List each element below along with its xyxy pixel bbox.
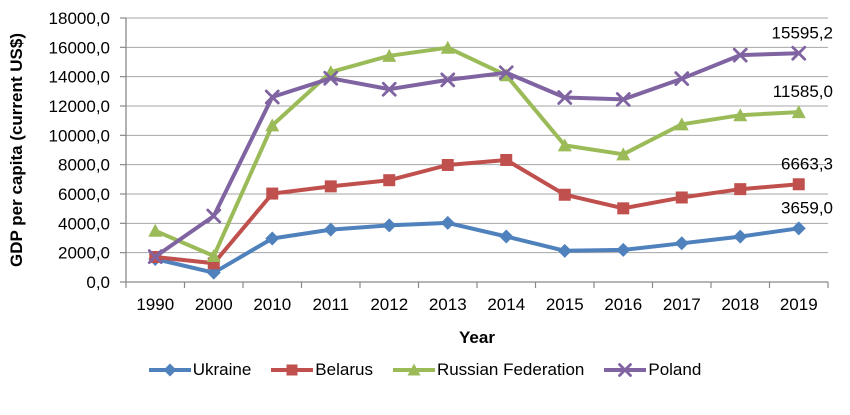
marker-poland xyxy=(615,92,631,107)
y-tick-label: 12000,0 xyxy=(49,97,110,116)
series-line-ukraine xyxy=(153,220,801,275)
triangle-legend-marker-icon xyxy=(392,363,435,376)
marker-poland xyxy=(264,89,280,105)
marker-belarus xyxy=(441,158,454,171)
marker-ukraine xyxy=(791,221,806,236)
legend-marker-belarus xyxy=(286,364,298,376)
legend-marker-poland xyxy=(618,363,633,377)
marker-russian-federation xyxy=(148,223,163,237)
legend-label: Ukraine xyxy=(192,360,252,379)
y-tick-label: 16000,0 xyxy=(49,38,110,57)
x-tick-label: 1990 xyxy=(136,295,174,314)
series-line-russian-federation xyxy=(153,45,801,258)
marker-ukraine xyxy=(616,242,631,257)
x-legend-marker-icon xyxy=(604,363,647,377)
x-tick-label: 2011 xyxy=(312,295,349,314)
data-label-ukraine: 3659,0 xyxy=(781,198,833,217)
y-axis-title: GDP per capita (current US$) xyxy=(7,33,26,267)
marker-belarus xyxy=(500,153,513,166)
legend-item-belarus: Belarus xyxy=(271,360,373,380)
marker-poland xyxy=(323,70,339,86)
diamond-legend-marker-icon xyxy=(148,363,191,377)
marker-poland xyxy=(206,208,222,224)
legend-item-poland: Poland xyxy=(604,360,701,380)
marker-belarus xyxy=(617,202,630,215)
square-legend-marker-icon xyxy=(271,364,314,376)
marker-belarus xyxy=(792,178,805,191)
marker-ukraine xyxy=(440,215,455,230)
marker-poland xyxy=(732,47,748,63)
legend-item-russian-federation: Russian Federation xyxy=(392,360,585,380)
marker-poland xyxy=(674,71,690,87)
marker-poland xyxy=(147,249,163,265)
y-tick-label: 18000,0 xyxy=(49,9,110,28)
x-tick-label: 2013 xyxy=(429,295,467,314)
marker-belarus xyxy=(558,188,571,201)
marker-belarus xyxy=(324,180,337,193)
marker-poland xyxy=(557,90,573,105)
data-label-belarus: 6663,3 xyxy=(781,154,833,173)
chart-legend: Ukraine Belarus Russian Federation Poland xyxy=(0,360,850,380)
marker-belarus xyxy=(383,174,396,187)
x-tick-label: 2015 xyxy=(546,295,584,314)
legend-marker-russian-federation xyxy=(407,363,421,376)
marker-poland xyxy=(381,81,397,97)
legend-label: Russian Federation xyxy=(436,360,585,379)
marker-russian-federation xyxy=(791,105,806,119)
y-tick-label: 14000,0 xyxy=(49,68,110,87)
legend-marker-ukraine xyxy=(163,363,177,377)
marker-ukraine xyxy=(323,222,338,237)
marker-belarus xyxy=(734,183,747,196)
marker-russian-federation xyxy=(206,249,221,263)
x-tick-label: 2017 xyxy=(663,295,701,314)
x-axis-title: Year xyxy=(459,328,495,347)
marker-russian-federation xyxy=(674,117,689,131)
data-label-russian-federation: 11585,0 xyxy=(773,82,833,101)
marker-poland xyxy=(440,72,456,88)
x-tick-label: 2010 xyxy=(253,295,291,314)
marker-belarus xyxy=(675,191,688,204)
y-tick-label: 0,0 xyxy=(86,273,110,292)
marker-belarus xyxy=(266,187,279,200)
marker-ukraine xyxy=(557,243,572,258)
marker-poland xyxy=(791,45,807,61)
data-label-poland: 15595,2 xyxy=(772,23,833,42)
marker-russian-federation xyxy=(382,48,397,62)
marker-ukraine xyxy=(265,231,280,246)
x-tick-label: 2016 xyxy=(604,295,642,314)
marker-russian-federation xyxy=(733,108,748,122)
marker-russian-federation xyxy=(616,147,631,161)
marker-russian-federation xyxy=(440,40,455,54)
x-tick-label: 2012 xyxy=(370,295,408,314)
marker-ukraine xyxy=(382,218,397,233)
x-tick-label: 2000 xyxy=(195,295,233,314)
y-tick-label: 2000,0 xyxy=(58,244,110,263)
series-line-belarus xyxy=(153,158,801,266)
marker-ukraine xyxy=(733,229,748,244)
marker-ukraine xyxy=(674,236,689,251)
y-tick-label: 6000,0 xyxy=(58,185,110,204)
marker-poland xyxy=(498,65,514,81)
legend-label: Poland xyxy=(648,360,702,379)
y-tick-label: 4000,0 xyxy=(58,214,110,233)
series-line-poland xyxy=(153,51,801,259)
x-tick-label: 2018 xyxy=(721,295,759,314)
marker-russian-federation xyxy=(265,118,280,132)
y-tick-label: 10000,0 xyxy=(49,126,110,145)
y-tick-label: 8000,0 xyxy=(58,156,110,175)
legend-item-ukraine: Ukraine xyxy=(148,360,252,380)
marker-ukraine xyxy=(499,229,514,244)
x-tick-label: 2019 xyxy=(780,295,818,314)
legend-label: Belarus xyxy=(315,360,373,379)
x-tick-label: 2014 xyxy=(487,295,525,314)
marker-russian-federation xyxy=(557,138,572,152)
